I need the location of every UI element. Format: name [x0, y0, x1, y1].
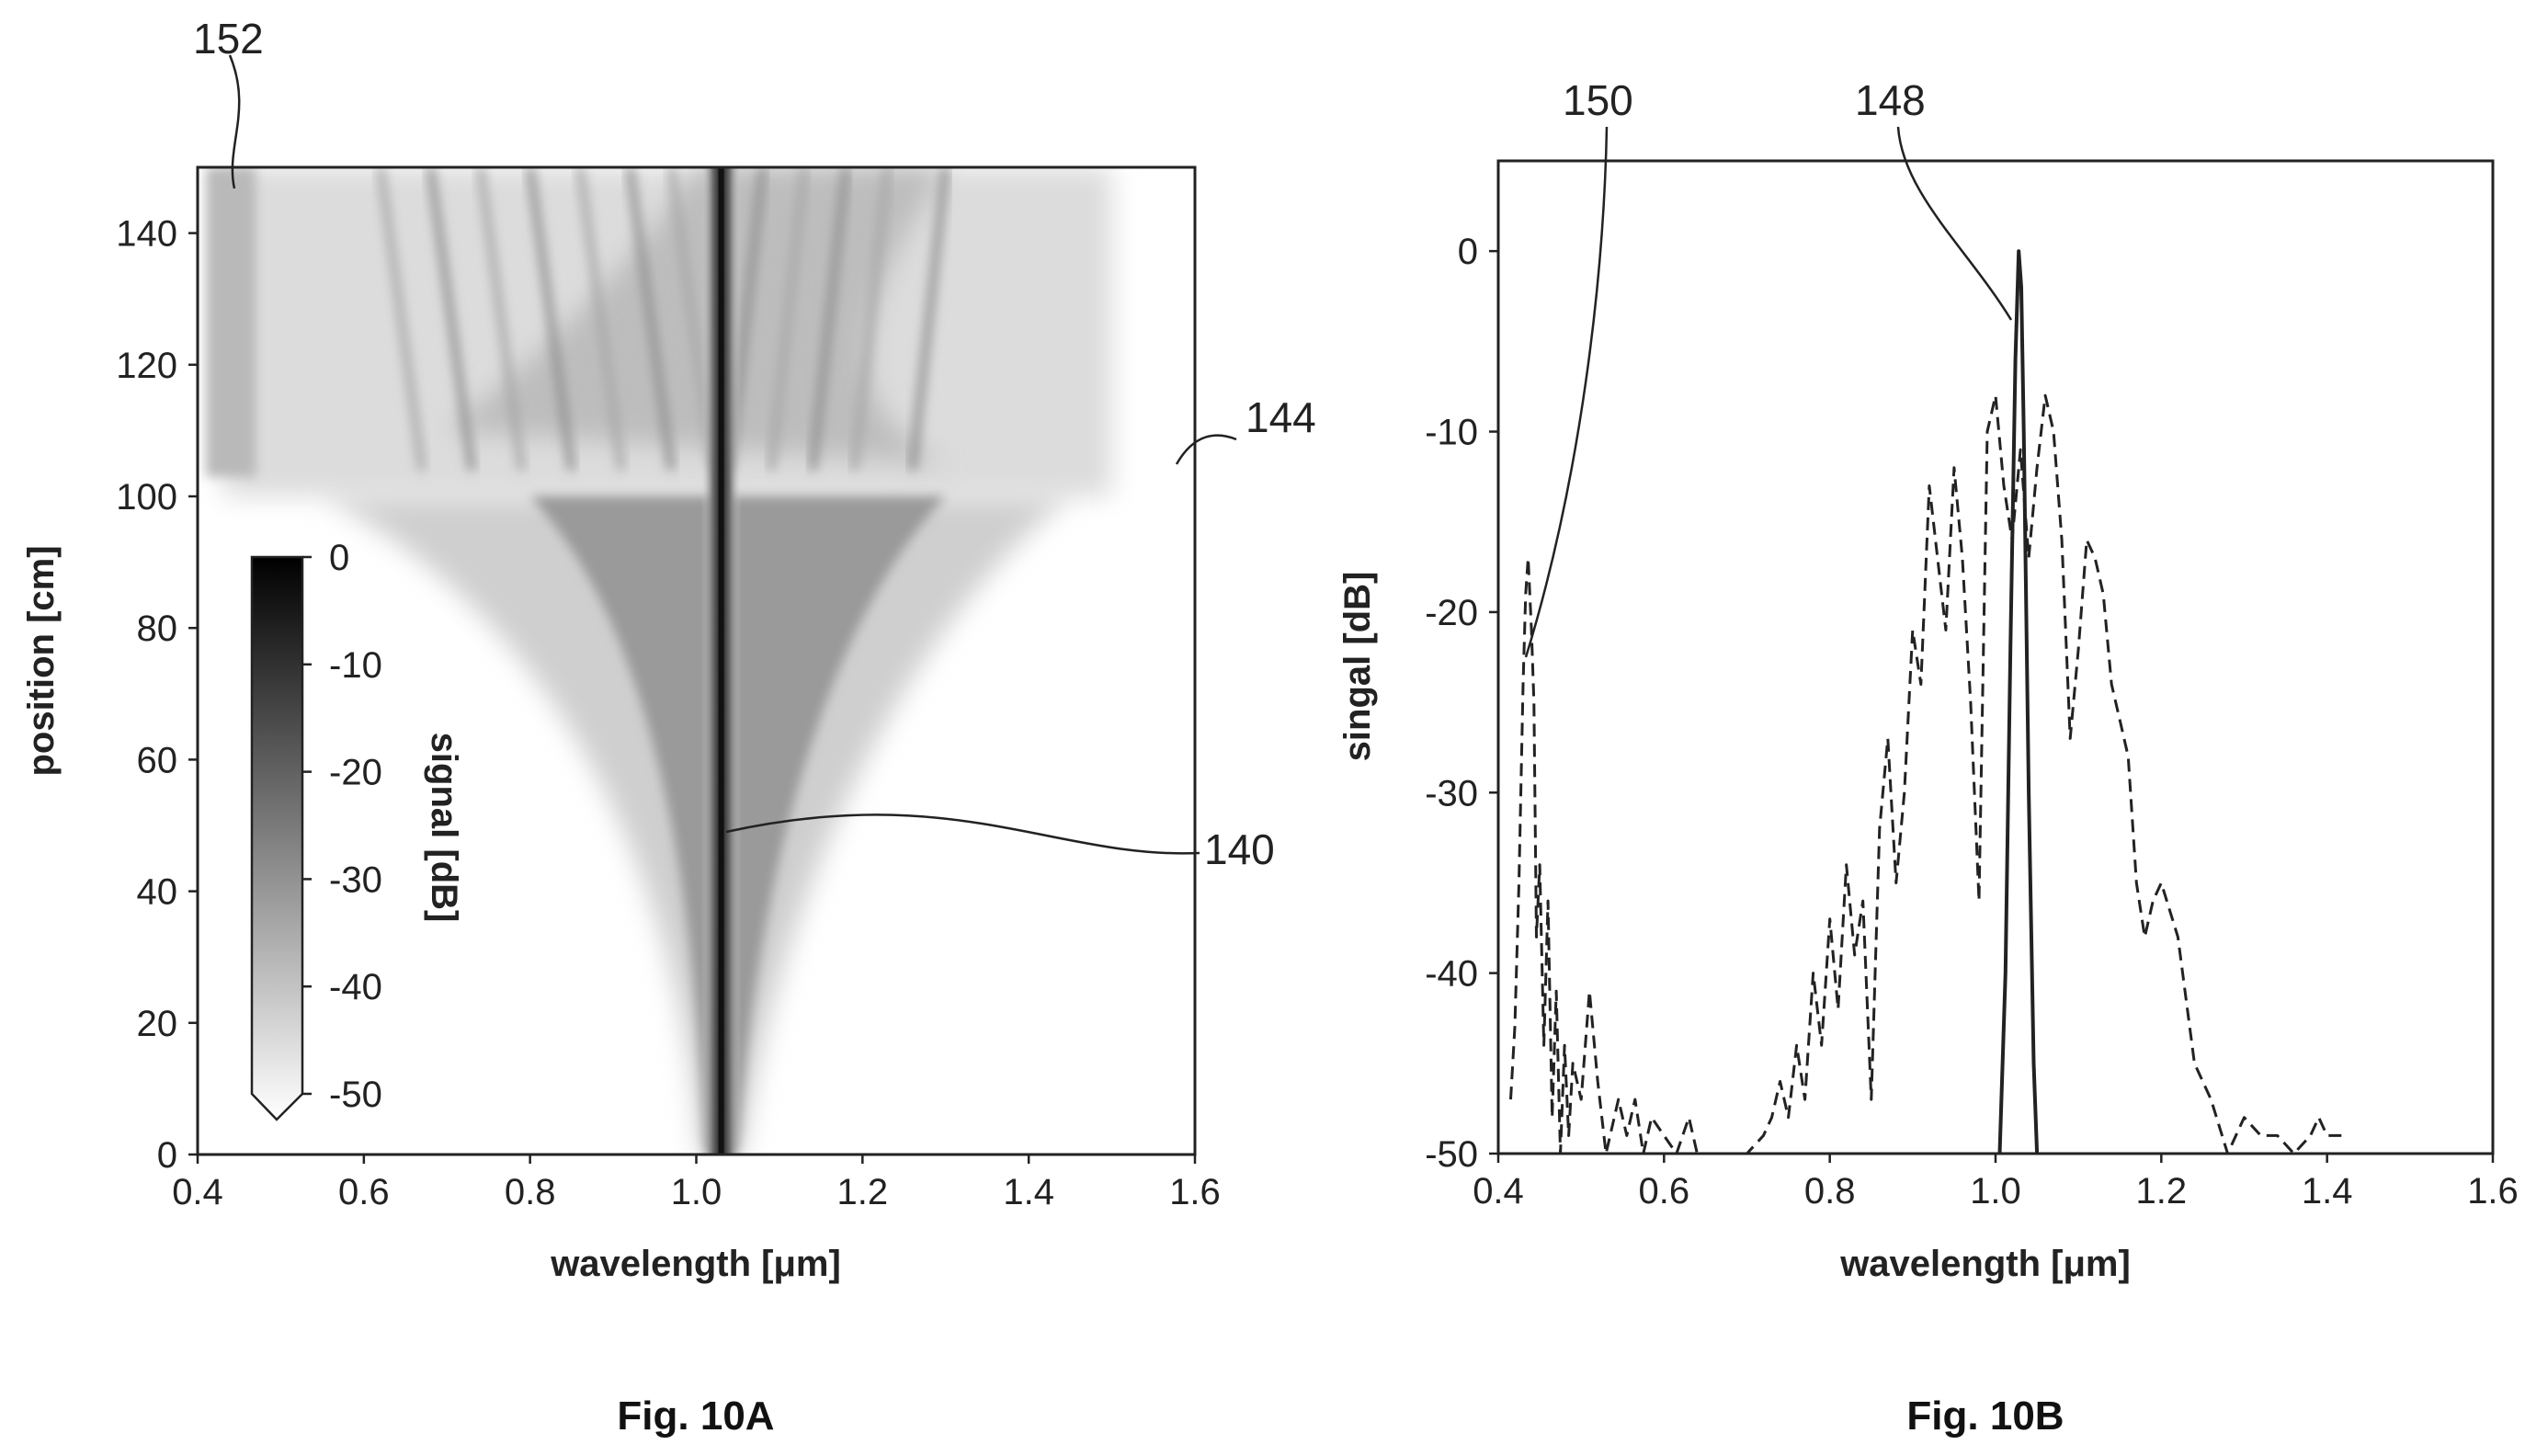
- callout-148: 148: [1855, 76, 1926, 124]
- colorbar-tick-label: -20: [329, 753, 382, 793]
- fig10b-y-tick-label: -10: [1425, 413, 1478, 453]
- heatmap-streak: [575, 167, 626, 471]
- fig10b-y-tick-label: -30: [1425, 773, 1478, 813]
- colorbar-label: signal [dB]: [424, 733, 464, 923]
- colorbar: 0 -10 -20 -30 -40 -50 signal [dB]: [250, 538, 464, 1121]
- heatmap-field: [206, 167, 1112, 1155]
- series-solid-line: [1997, 249, 2040, 1154]
- fig10a: 0.4 0.6 0.8 1.0 1.2 1.4 1.6020406080100120140 …: [21, 15, 1316, 1439]
- colorbar-tick-label: 0: [329, 538, 349, 578]
- fig10a-x-tick-label: 1.4: [1003, 1172, 1054, 1212]
- callout-150-leader: [1524, 126, 1609, 658]
- fig10a-y-tick-label: 120: [116, 346, 177, 386]
- fig10a-x-tick-label: 0.6: [338, 1172, 390, 1212]
- fig10a-y-tick-label: 80: [137, 609, 178, 649]
- heatmap-streak: [850, 167, 892, 471]
- heatmap-streak: [626, 167, 676, 471]
- fig10a-y-tick-label: 60: [137, 740, 178, 780]
- fig10a-y-axis-label: position [cm]: [21, 545, 62, 776]
- colorbar-body: [250, 555, 304, 1121]
- fig10b-caption: Fig. 10B: [1906, 1393, 2064, 1439]
- colorbar-tick-label: -50: [329, 1075, 382, 1115]
- fig10a-y-tick-label: 40: [137, 872, 178, 913]
- callout-152: 152: [193, 15, 264, 63]
- fig10b-x-tick-label: 1.0: [1970, 1171, 2021, 1211]
- fig10b-x-axis-label: wavelength [μm]: [1839, 1244, 2131, 1284]
- heatmap-streak: [526, 167, 575, 471]
- fig10a-x-tick-label: 1.6: [1169, 1172, 1221, 1212]
- fig10a-x-axis-label: wavelength [μm]: [550, 1244, 841, 1284]
- series-dashed-line: [1509, 393, 2344, 1154]
- heatmap-streak: [427, 167, 476, 471]
- fig10b-x-tick-label: 0.8: [1804, 1171, 1856, 1211]
- heatmap-streak: [908, 167, 950, 471]
- fig10b-y-axis-label: singal [dB]: [1337, 572, 1378, 762]
- heatmap-streak: [767, 167, 809, 471]
- fig10a-x-tick-label: 1.2: [837, 1172, 889, 1212]
- fig10b-x-tick-label: 1.6: [2467, 1171, 2519, 1211]
- callout-140-leader: [725, 813, 1200, 855]
- fig10b-y-tick-label: -40: [1425, 954, 1478, 995]
- fig10a-caption: Fig. 10A: [617, 1393, 774, 1439]
- heatmap-streak: [809, 167, 850, 471]
- colorbar-tick-label: -40: [329, 967, 382, 1007]
- fig10b-ticks: 0.4 0.6 0.8 1.0 1.2 1.4 1.6 0 -10 -20 -30 -40 -50: [1425, 232, 2519, 1211]
- fig10b-x-tick-label: 1.4: [2302, 1171, 2353, 1211]
- fig10a-x-tick-label: 0.8: [505, 1172, 556, 1212]
- fig10b: 0.4 0.6 0.8 1.0 1.2 1.4 1.6 0 -10 -20 -30 -40 -50 wa…: [1337, 76, 2519, 1439]
- callout-148-leader: [1896, 126, 2013, 321]
- heatmap-streak: [476, 167, 526, 471]
- fig10b-series: [1509, 249, 2344, 1154]
- fig10a-ticks: 0.4 0.6 0.8 1.0 1.2 1.4 1.6 0 20 40 60 80 100 120 140: [116, 214, 1221, 1212]
- fig10b-x-tick-label: 0.6: [1639, 1171, 1690, 1211]
- callout-152-leader: [228, 54, 241, 189]
- fig10a-y-tick-label: 0: [157, 1135, 177, 1176]
- fig10b-y-tick-label: -20: [1425, 593, 1478, 633]
- fig10b-x-tick-label: 0.4: [1473, 1171, 1524, 1211]
- colorbar-tick-label: -10: [329, 645, 382, 686]
- heatmap-streak: [376, 167, 427, 471]
- fig10b-y-tick-label: -50: [1425, 1134, 1478, 1175]
- fig10b-y-tick-label: 0: [1458, 232, 1478, 272]
- callout-144-leader: [1175, 434, 1237, 465]
- fig10b-x-tick-label: 1.2: [2136, 1171, 2188, 1211]
- colorbar-ticks: 0 -10 -20 -30 -40 -50: [302, 538, 382, 1115]
- fig10a-x-tick-label: 1.0: [671, 1172, 722, 1212]
- fig10a-y-tick-label: 20: [137, 1004, 178, 1044]
- fig10a-y-tick-label: 140: [116, 214, 177, 255]
- callout-150: 150: [1563, 76, 1633, 124]
- callout-144: 144: [1245, 393, 1316, 441]
- callout-140: 140: [1204, 825, 1275, 873]
- fig10b-plot-frame: [1496, 159, 2495, 1155]
- fig10a-x-tick-label: 0.4: [172, 1172, 223, 1212]
- colorbar-tick-label: -30: [329, 859, 382, 900]
- fig10a-y-tick-label: 100: [116, 477, 177, 518]
